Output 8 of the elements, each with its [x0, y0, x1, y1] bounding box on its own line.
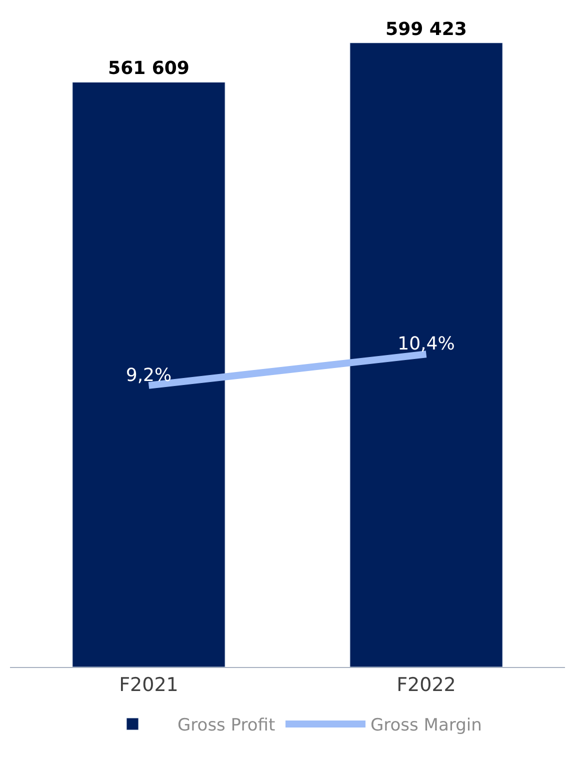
- data-label: 561 609: [108, 58, 190, 80]
- x-tick-label: F2021: [119, 674, 178, 696]
- data-label: 9,2%: [126, 364, 172, 386]
- legend-label: Gross Margin: [370, 716, 482, 736]
- data-label: 10,4%: [398, 334, 455, 355]
- legend-label: Gross Profit: [178, 716, 276, 736]
- data-label: 599 423: [386, 18, 467, 40]
- x-tick-label: F2022: [396, 674, 456, 696]
